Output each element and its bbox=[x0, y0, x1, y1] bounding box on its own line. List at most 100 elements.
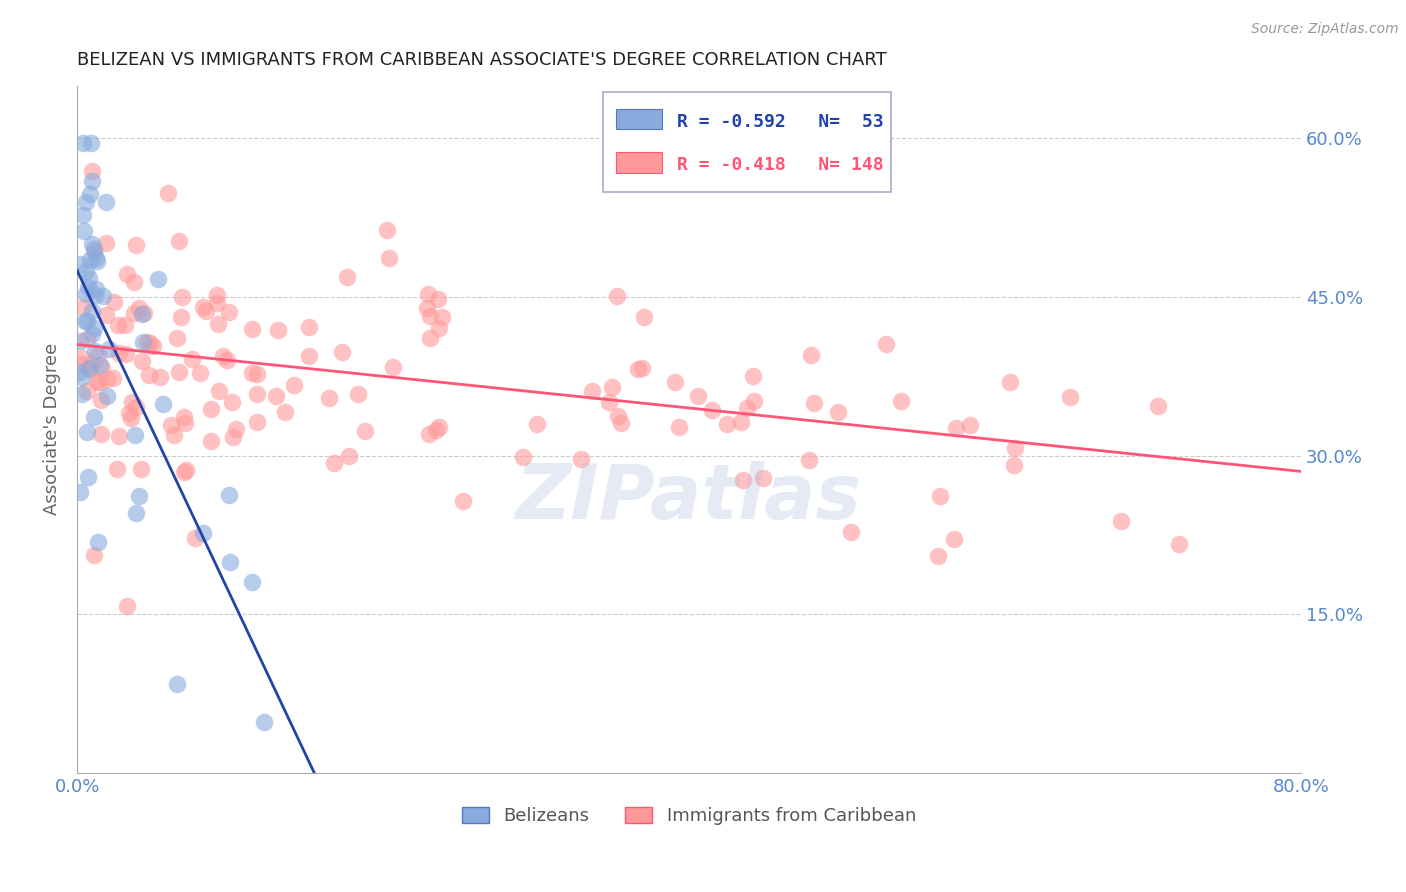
Point bbox=[105, 462, 128, 476]
Point bbox=[668, 420, 690, 434]
Point bbox=[346, 386, 368, 401]
Point bbox=[183, 532, 205, 546]
Point bbox=[225, 422, 247, 436]
Point bbox=[173, 465, 195, 479]
Point bbox=[205, 287, 228, 301]
Point bbox=[90, 426, 112, 441]
Point bbox=[741, 368, 763, 383]
Point bbox=[103, 371, 125, 385]
Text: R = -0.592   N=  53: R = -0.592 N= 53 bbox=[676, 113, 883, 131]
Point bbox=[76, 332, 98, 346]
Point bbox=[72, 386, 94, 401]
Point bbox=[83, 245, 105, 260]
Point bbox=[128, 489, 150, 503]
Point bbox=[427, 420, 450, 434]
Point bbox=[90, 361, 112, 376]
Point bbox=[114, 318, 136, 332]
Point bbox=[221, 430, 243, 444]
Y-axis label: Associate's Degree: Associate's Degree bbox=[44, 343, 60, 516]
Point bbox=[195, 303, 218, 318]
Point bbox=[246, 368, 269, 382]
Point bbox=[381, 359, 404, 374]
Point bbox=[267, 323, 290, 337]
Point bbox=[67, 365, 90, 379]
Point bbox=[91, 289, 114, 303]
Point bbox=[72, 300, 94, 314]
Point bbox=[94, 235, 117, 250]
Point bbox=[212, 349, 235, 363]
Point bbox=[76, 469, 98, 483]
Point bbox=[193, 525, 215, 540]
Text: BELIZEAN VS IMMIGRANTS FROM CARIBBEAN ASSOCIATE'S DEGREE CORRELATION CHART: BELIZEAN VS IMMIGRANTS FROM CARIBBEAN AS… bbox=[77, 51, 887, 69]
Point bbox=[264, 389, 287, 403]
Legend: Belizeans, Immigrants from Caribbean: Belizeans, Immigrants from Caribbean bbox=[454, 800, 924, 832]
Point bbox=[142, 339, 165, 353]
Point bbox=[569, 452, 592, 467]
Point bbox=[108, 429, 131, 443]
Point bbox=[163, 428, 186, 442]
Point bbox=[1147, 399, 1170, 413]
Point bbox=[606, 289, 628, 303]
Point bbox=[124, 428, 146, 442]
Point bbox=[799, 452, 821, 467]
Point bbox=[246, 386, 269, 401]
Point bbox=[96, 389, 118, 403]
Point bbox=[121, 395, 143, 409]
Point bbox=[598, 394, 620, 409]
Point bbox=[453, 494, 475, 508]
Point bbox=[128, 301, 150, 315]
Point bbox=[79, 252, 101, 267]
Point bbox=[218, 555, 240, 569]
Point bbox=[80, 174, 103, 188]
Point bbox=[200, 434, 222, 448]
Point bbox=[600, 380, 623, 394]
Point bbox=[170, 290, 193, 304]
Point bbox=[86, 375, 108, 389]
Point bbox=[354, 424, 377, 438]
Point bbox=[87, 535, 110, 549]
Point bbox=[90, 393, 112, 408]
Point bbox=[122, 306, 145, 320]
Point bbox=[752, 471, 775, 485]
Point bbox=[69, 334, 91, 348]
Point bbox=[322, 456, 344, 470]
Point bbox=[427, 321, 450, 335]
Point bbox=[700, 402, 723, 417]
Point bbox=[378, 251, 401, 265]
Point bbox=[76, 280, 98, 294]
Point bbox=[83, 320, 105, 334]
Point bbox=[157, 186, 180, 201]
Point bbox=[318, 392, 340, 406]
Point bbox=[945, 421, 967, 435]
Point bbox=[125, 506, 148, 520]
Point bbox=[167, 234, 190, 248]
Point bbox=[96, 371, 118, 385]
Point bbox=[84, 282, 107, 296]
Point bbox=[631, 360, 654, 375]
Point bbox=[218, 305, 240, 319]
Point bbox=[730, 415, 752, 429]
Point bbox=[1109, 514, 1132, 528]
Point bbox=[416, 301, 439, 316]
Point bbox=[890, 394, 912, 409]
Point bbox=[132, 335, 155, 350]
Point bbox=[83, 242, 105, 256]
Point bbox=[149, 370, 172, 384]
Point bbox=[737, 401, 759, 415]
Point bbox=[69, 257, 91, 271]
Point bbox=[146, 272, 169, 286]
Point bbox=[98, 342, 121, 356]
Point bbox=[217, 352, 239, 367]
Point bbox=[117, 405, 139, 419]
FancyBboxPatch shape bbox=[616, 109, 662, 129]
Point bbox=[330, 345, 353, 359]
Point bbox=[512, 450, 534, 464]
Point bbox=[80, 358, 103, 372]
Point bbox=[80, 164, 103, 178]
Point bbox=[419, 309, 441, 323]
Point bbox=[221, 394, 243, 409]
Point bbox=[69, 484, 91, 499]
Point bbox=[75, 194, 97, 209]
Point bbox=[83, 409, 105, 424]
Point bbox=[80, 236, 103, 251]
